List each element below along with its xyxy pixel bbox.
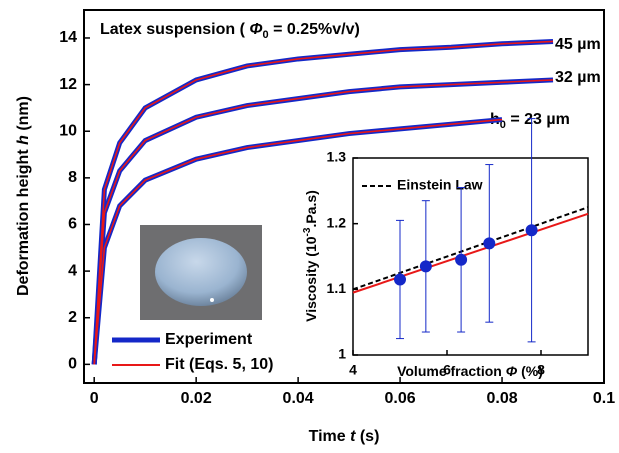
- y-tick-label: 4: [68, 262, 77, 279]
- curve-label: 32 µm: [555, 69, 601, 86]
- y-tick-label: 8: [68, 169, 77, 186]
- point: [394, 273, 406, 286]
- x-tick-label: 0.08: [486, 390, 517, 407]
- y-tick-label: 14: [59, 29, 77, 46]
- point: [455, 253, 468, 266]
- x-tick-label: 0.02: [181, 390, 212, 407]
- x-tick-label: 4: [349, 362, 357, 378]
- legend-label: Einstein Law: [397, 177, 483, 193]
- x-tick-label: 0.04: [283, 390, 314, 407]
- fit-line: [352, 206, 589, 291]
- inset-x-axis-label: Volume fraction Φ (%): [397, 363, 543, 379]
- y-axis-label: Deformation height h (nm): [15, 96, 32, 296]
- droplet-highlight: [210, 298, 214, 302]
- y-tick-label: 10: [59, 122, 77, 139]
- inset-y-axis-label: Viscosity (10-3.Pa.s): [302, 190, 319, 322]
- y-tick-label: 12: [59, 76, 77, 93]
- legend-label: Experiment: [165, 331, 253, 348]
- x-axis-label: Time t (s): [309, 428, 380, 445]
- x-tick-label: 6: [443, 362, 451, 378]
- x-tick-label: 0: [90, 390, 99, 407]
- fit-line: [93, 79, 554, 365]
- droplet: [155, 238, 247, 306]
- point: [419, 260, 432, 273]
- x-tick-label: 0.1: [593, 390, 615, 407]
- point: [483, 237, 496, 250]
- x-tick-label: 0.06: [385, 390, 416, 407]
- y-tick-label: 1.3: [327, 149, 347, 165]
- y-tick-label: 2: [68, 309, 77, 326]
- y-tick-label: 1.1: [327, 280, 347, 296]
- curve-label: 45 µm: [555, 36, 601, 53]
- point: [525, 224, 538, 237]
- annotation: Latex suspension ( Φ0 = 0.25%v/v): [100, 21, 360, 41]
- fit-line: [93, 40, 554, 365]
- y-tick-label: 6: [68, 216, 77, 233]
- legend-label: Fit (Eqs. 5, 10): [165, 356, 273, 373]
- inset-frame: [352, 157, 589, 356]
- y-tick-label: 1: [338, 346, 346, 362]
- x-tick-label: 8: [537, 362, 545, 378]
- y-tick-label: 0: [68, 356, 77, 373]
- plot-frame: [83, 9, 605, 384]
- y-tick-label: 1.2: [327, 214, 347, 230]
- fit-line: [93, 118, 503, 365]
- fit-line: [352, 212, 589, 294]
